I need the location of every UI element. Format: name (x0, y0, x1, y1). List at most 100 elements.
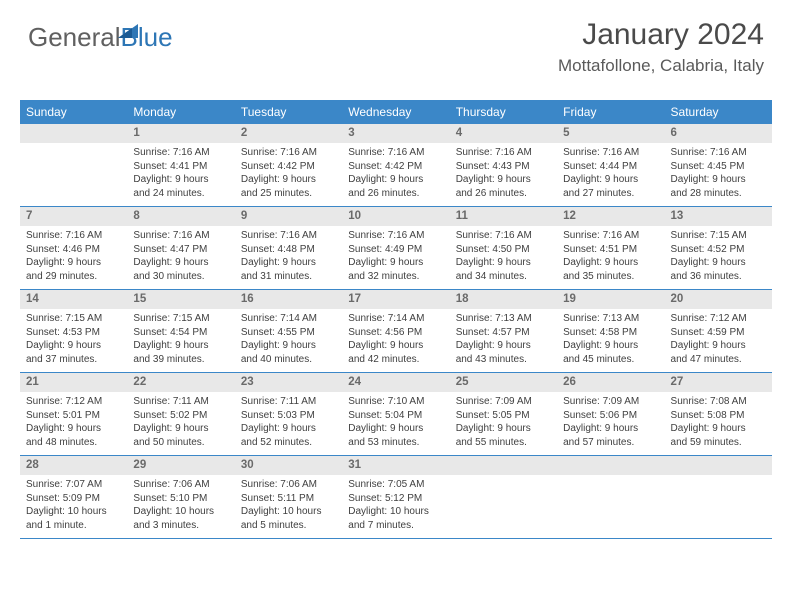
day-number: 10 (342, 207, 449, 226)
day-body (557, 475, 664, 529)
logo-text-1: General (28, 22, 121, 53)
day-cell: 29Sunrise: 7:06 AMSunset: 5:10 PMDayligh… (127, 456, 234, 538)
day-line: Sunset: 4:57 PM (456, 326, 551, 340)
day-body: Sunrise: 7:15 AMSunset: 4:54 PMDaylight:… (127, 309, 234, 372)
day-line: Sunset: 4:58 PM (563, 326, 658, 340)
day-body: Sunrise: 7:16 AMSunset: 4:45 PMDaylight:… (665, 143, 772, 206)
day-line: Daylight: 9 hours (133, 422, 228, 436)
day-cell (20, 124, 127, 206)
day-line: Sunset: 5:11 PM (241, 492, 336, 506)
day-line: Sunset: 4:47 PM (133, 243, 228, 257)
day-number: 18 (450, 290, 557, 309)
day-body: Sunrise: 7:14 AMSunset: 4:55 PMDaylight:… (235, 309, 342, 372)
day-line: Sunrise: 7:12 AM (671, 312, 766, 326)
day-cell: 19Sunrise: 7:13 AMSunset: 4:58 PMDayligh… (557, 290, 664, 372)
day-line: Daylight: 9 hours (563, 173, 658, 187)
day-body: Sunrise: 7:16 AMSunset: 4:42 PMDaylight:… (235, 143, 342, 206)
day-line: and 31 minutes. (241, 270, 336, 284)
day-line: Sunset: 4:54 PM (133, 326, 228, 340)
day-cell: 26Sunrise: 7:09 AMSunset: 5:06 PMDayligh… (557, 373, 664, 455)
day-line: Sunrise: 7:16 AM (133, 146, 228, 160)
day-line: Sunrise: 7:09 AM (456, 395, 551, 409)
day-line: Daylight: 9 hours (133, 339, 228, 353)
day-cell: 2Sunrise: 7:16 AMSunset: 4:42 PMDaylight… (235, 124, 342, 206)
day-line: Sunrise: 7:16 AM (456, 146, 551, 160)
day-line: Sunset: 4:43 PM (456, 160, 551, 174)
day-body: Sunrise: 7:16 AMSunset: 4:50 PMDaylight:… (450, 226, 557, 289)
day-cell: 4Sunrise: 7:16 AMSunset: 4:43 PMDaylight… (450, 124, 557, 206)
day-line: Daylight: 9 hours (241, 422, 336, 436)
day-number: 13 (665, 207, 772, 226)
day-line: Daylight: 9 hours (671, 339, 766, 353)
day-line: and 59 minutes. (671, 436, 766, 450)
day-line: Sunrise: 7:11 AM (241, 395, 336, 409)
weekday-header: Sunday (20, 100, 127, 124)
day-number: 29 (127, 456, 234, 475)
day-line: and 50 minutes. (133, 436, 228, 450)
day-body: Sunrise: 7:08 AMSunset: 5:08 PMDaylight:… (665, 392, 772, 455)
day-line: Sunrise: 7:07 AM (26, 478, 121, 492)
day-line: and 30 minutes. (133, 270, 228, 284)
day-line: Daylight: 9 hours (671, 173, 766, 187)
day-body: Sunrise: 7:16 AMSunset: 4:44 PMDaylight:… (557, 143, 664, 206)
brand-logo: General Blue (28, 22, 173, 53)
day-number: 26 (557, 373, 664, 392)
day-body: Sunrise: 7:16 AMSunset: 4:42 PMDaylight:… (342, 143, 449, 206)
calendar-grid: SundayMondayTuesdayWednesdayThursdayFrid… (20, 100, 772, 539)
day-number: 27 (665, 373, 772, 392)
day-body: Sunrise: 7:06 AMSunset: 5:11 PMDaylight:… (235, 475, 342, 538)
day-line: and 25 minutes. (241, 187, 336, 201)
day-line: Sunset: 5:09 PM (26, 492, 121, 506)
weekday-header: Thursday (450, 100, 557, 124)
day-cell: 21Sunrise: 7:12 AMSunset: 5:01 PMDayligh… (20, 373, 127, 455)
day-number (665, 456, 772, 475)
day-line: Sunrise: 7:16 AM (563, 229, 658, 243)
location-subtitle: Mottafollone, Calabria, Italy (558, 56, 764, 76)
day-number: 12 (557, 207, 664, 226)
day-cell: 5Sunrise: 7:16 AMSunset: 4:44 PMDaylight… (557, 124, 664, 206)
day-body: Sunrise: 7:12 AMSunset: 4:59 PMDaylight:… (665, 309, 772, 372)
day-line: Sunset: 5:02 PM (133, 409, 228, 423)
day-line: Daylight: 10 hours (348, 505, 443, 519)
week-row: 28Sunrise: 7:07 AMSunset: 5:09 PMDayligh… (20, 456, 772, 539)
day-number: 7 (20, 207, 127, 226)
day-cell (450, 456, 557, 538)
day-number: 5 (557, 124, 664, 143)
day-line: Sunset: 4:44 PM (563, 160, 658, 174)
day-line: Sunrise: 7:16 AM (133, 229, 228, 243)
day-number: 15 (127, 290, 234, 309)
week-row: 21Sunrise: 7:12 AMSunset: 5:01 PMDayligh… (20, 373, 772, 456)
week-row: 7Sunrise: 7:16 AMSunset: 4:46 PMDaylight… (20, 207, 772, 290)
day-body: Sunrise: 7:06 AMSunset: 5:10 PMDaylight:… (127, 475, 234, 538)
day-line: Sunset: 4:56 PM (348, 326, 443, 340)
day-line: Daylight: 9 hours (456, 339, 551, 353)
day-cell: 23Sunrise: 7:11 AMSunset: 5:03 PMDayligh… (235, 373, 342, 455)
day-line: and 57 minutes. (563, 436, 658, 450)
day-line: Sunset: 4:49 PM (348, 243, 443, 257)
day-line: Sunset: 4:41 PM (133, 160, 228, 174)
day-line: Daylight: 9 hours (671, 422, 766, 436)
day-body: Sunrise: 7:07 AMSunset: 5:09 PMDaylight:… (20, 475, 127, 538)
day-line: Sunset: 4:42 PM (348, 160, 443, 174)
day-cell: 13Sunrise: 7:15 AMSunset: 4:52 PMDayligh… (665, 207, 772, 289)
day-line: Daylight: 10 hours (26, 505, 121, 519)
day-line: and 34 minutes. (456, 270, 551, 284)
day-body: Sunrise: 7:09 AMSunset: 5:06 PMDaylight:… (557, 392, 664, 455)
day-line: Daylight: 9 hours (241, 173, 336, 187)
day-number: 14 (20, 290, 127, 309)
day-line: and 29 minutes. (26, 270, 121, 284)
day-line: Sunrise: 7:15 AM (671, 229, 766, 243)
day-line: and 45 minutes. (563, 353, 658, 367)
day-body: Sunrise: 7:12 AMSunset: 5:01 PMDaylight:… (20, 392, 127, 455)
day-line: and 52 minutes. (241, 436, 336, 450)
day-cell: 22Sunrise: 7:11 AMSunset: 5:02 PMDayligh… (127, 373, 234, 455)
day-body: Sunrise: 7:16 AMSunset: 4:48 PMDaylight:… (235, 226, 342, 289)
day-line: Sunrise: 7:16 AM (671, 146, 766, 160)
day-line: Daylight: 9 hours (563, 256, 658, 270)
day-line: Sunset: 5:04 PM (348, 409, 443, 423)
day-line: Sunrise: 7:06 AM (133, 478, 228, 492)
day-line: and 1 minute. (26, 519, 121, 533)
day-line: Daylight: 9 hours (348, 339, 443, 353)
day-line: and 40 minutes. (241, 353, 336, 367)
day-line: Daylight: 9 hours (456, 256, 551, 270)
